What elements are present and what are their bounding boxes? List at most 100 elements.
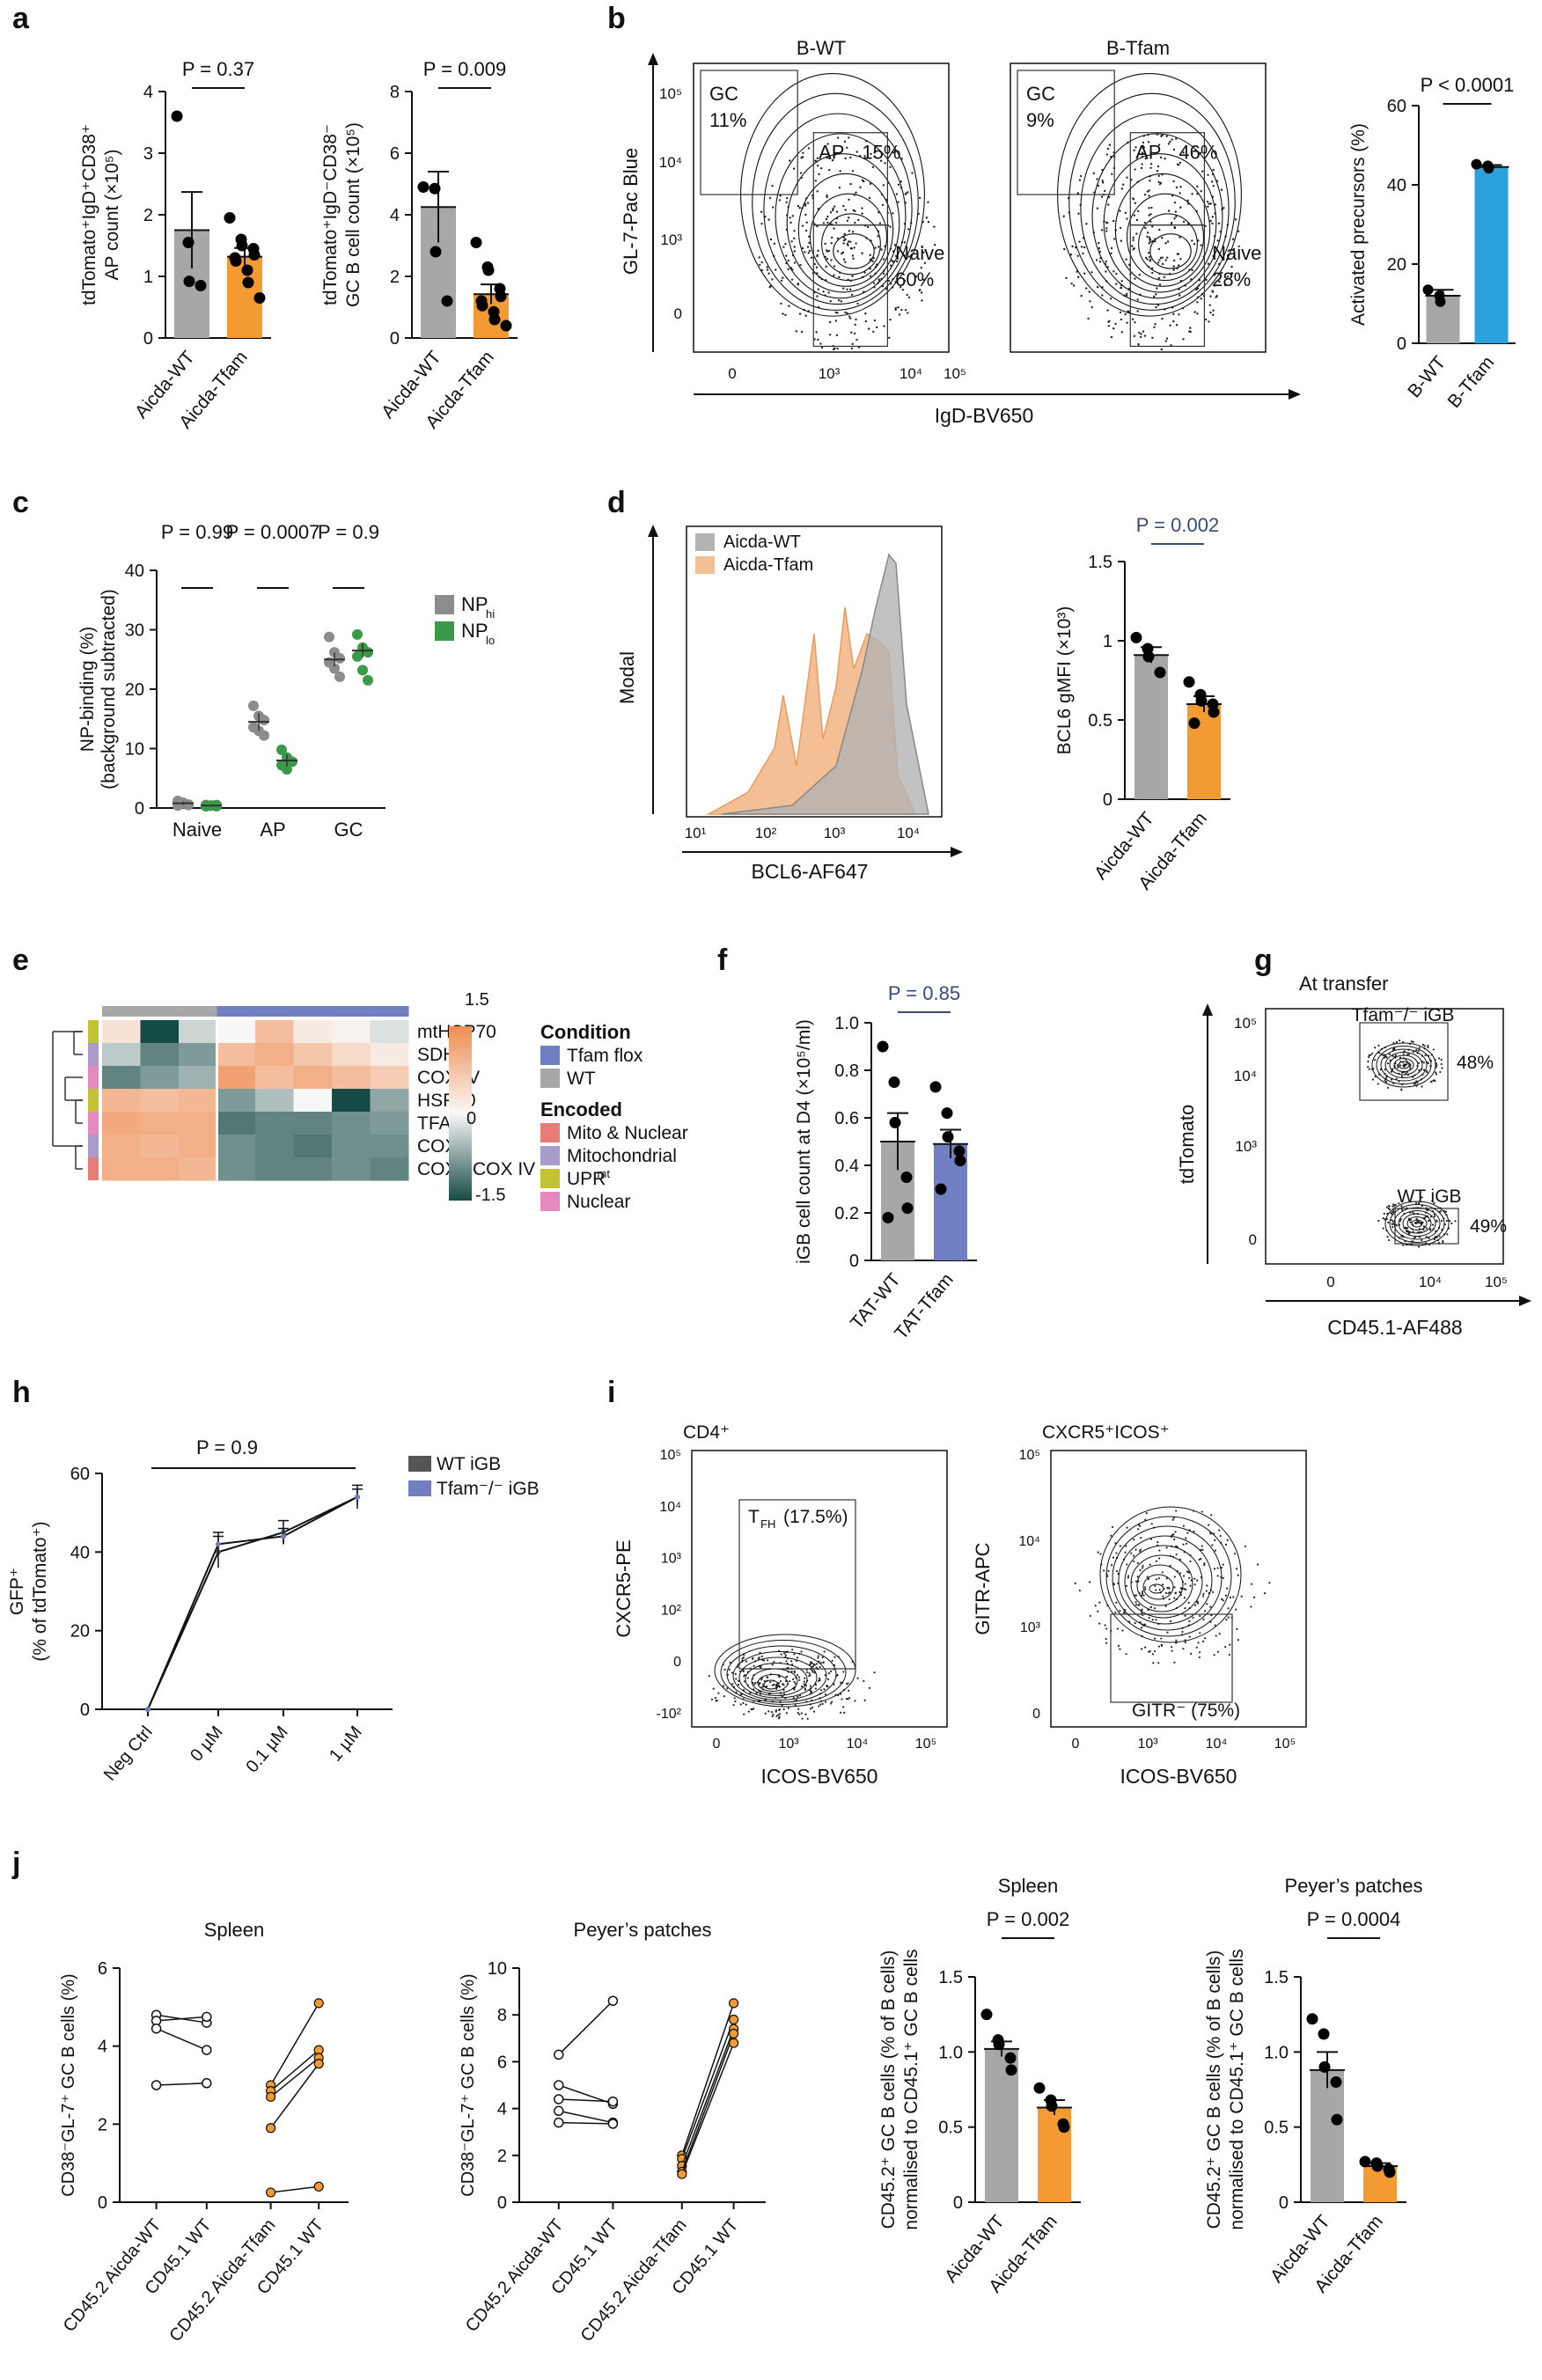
event-dot [782,312,784,315]
event-dot [1138,273,1141,276]
data-point [728,2014,739,2025]
event-dot [848,198,850,201]
event-dot [827,1672,831,1675]
event-dot [1383,1054,1386,1056]
x-axis-label: IgD-BV650 [935,404,1034,427]
heatmap-cell [332,1112,371,1135]
event-dot [745,1703,747,1706]
event-dot [1446,1233,1449,1236]
event-dot [1114,1611,1117,1614]
event-dot [1218,1632,1221,1635]
event-dot [817,288,819,290]
data-point [500,320,512,332]
event-dot [1095,259,1098,261]
event-dot [1191,268,1193,272]
event-dot [813,262,816,266]
event-dot [1141,1567,1144,1569]
bar-Aicda-WT [1134,655,1168,799]
heatmap-cell [140,1112,180,1135]
event-dot [731,1671,734,1674]
event-dot [894,308,897,312]
event-dot [1166,256,1169,259]
event-dot [1110,246,1113,250]
event-dot [1134,168,1136,171]
event-dot [1205,278,1208,282]
event-dot [851,254,855,257]
event-dot [1134,277,1136,280]
event-dot [1193,311,1196,313]
event-dot [1209,311,1212,314]
event-dot [1186,223,1190,225]
event-dot [797,1676,801,1678]
event-dot [850,347,854,350]
event-dot [772,206,775,209]
event-dot [1209,295,1212,298]
event-dot [1175,186,1179,189]
event-dot [1146,235,1149,239]
event-dot [750,1708,753,1711]
event-dot [1132,1554,1135,1557]
y-tick-label: 3 [143,144,153,164]
event-dot [1175,1510,1178,1512]
event-dot [1158,1589,1161,1591]
event-dot [1179,236,1181,239]
event-dot [1192,1616,1194,1619]
panel-label-e: e [12,944,29,977]
chart-title: Peyer’s patches [574,1919,712,1941]
event-dot [793,230,796,232]
event-dot [851,170,855,173]
event-dot [778,1686,782,1688]
event-dot [1151,1653,1154,1656]
heatmap-cell [217,1066,256,1090]
y-tick-label: 1.0 [938,2043,963,2062]
event-dot [1097,1551,1099,1554]
event-dot [771,278,774,281]
legend-label: NP [461,593,488,615]
event-dot [1153,1637,1156,1640]
event-dot [1409,1066,1412,1069]
event-dot [1196,1602,1200,1605]
data-point [1046,2100,1058,2112]
plot-frame [686,525,943,818]
plot-frame [1050,1450,1307,1728]
event-dot [884,162,886,165]
event-dot [1176,253,1179,255]
event-dot [1201,1510,1203,1513]
event-dot [907,312,909,314]
event-dot [823,1650,826,1653]
y-tick-label: 0.2 [834,1204,859,1223]
legend-label: WT [567,1069,596,1089]
event-dot [1146,190,1149,193]
event-dot [760,1678,763,1681]
y-tick-label: 1.5 [1264,1968,1289,1987]
data-point-NPhi [259,730,269,741]
event-dot [1119,311,1122,314]
event-dot [1105,1627,1108,1630]
y-tick-label: 10³ [1235,1138,1257,1155]
event-dot [796,1656,799,1659]
event-dot [798,1678,801,1681]
heatmap-cell [255,1112,294,1135]
event-dot [789,1679,791,1683]
event-dot [780,279,783,283]
event-dot [1107,195,1111,199]
y-axis-label: NP-binding (%) [77,627,98,752]
event-dot [1187,1601,1190,1604]
event-dot [1065,276,1068,280]
event-dot [1395,1040,1399,1043]
event-dot [1198,1558,1201,1561]
event-dot [723,1685,725,1687]
y-tick-label: 0 [1032,1707,1040,1722]
event-dot [1153,326,1156,328]
event-dot [817,1679,820,1682]
event-dot [739,1693,743,1696]
event-dot [1207,262,1210,265]
event-dot [769,238,773,241]
event-dot [1131,245,1134,247]
contour-line [1099,1506,1242,1643]
event-dot [1450,1222,1453,1224]
event-dot [829,211,833,214]
event-dot [1454,1220,1457,1223]
